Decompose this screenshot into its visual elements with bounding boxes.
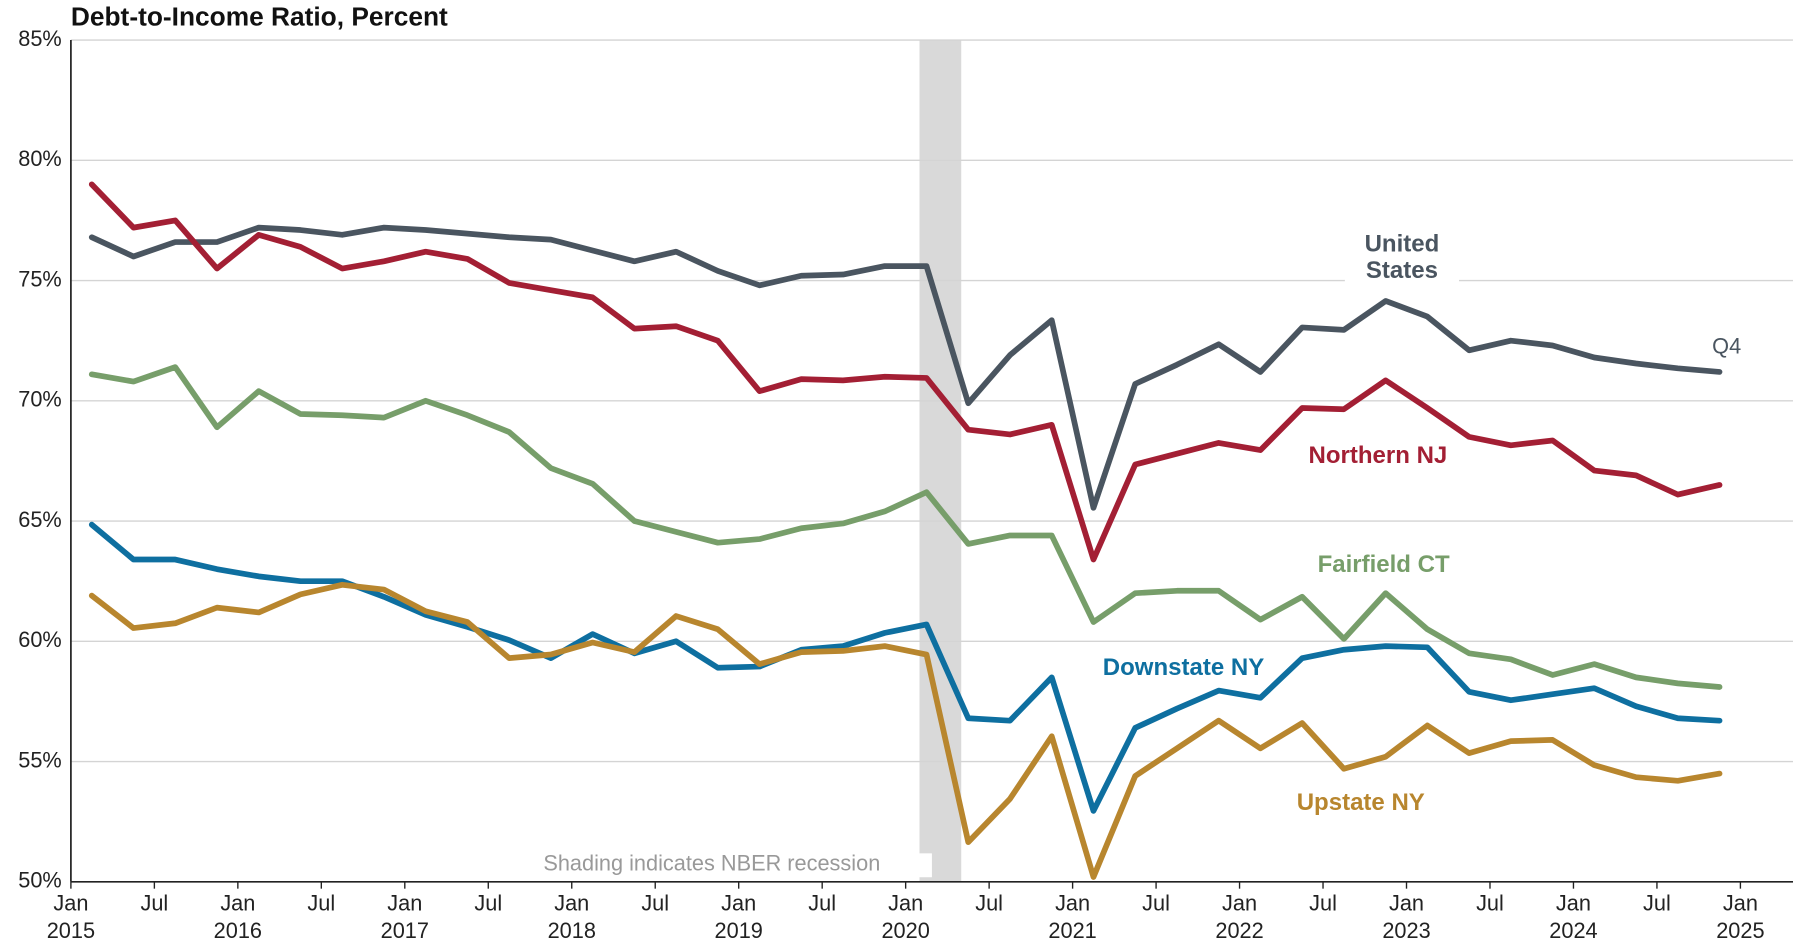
series-label: United States [1344, 231, 1460, 284]
y-tick-label: 70% [18, 387, 61, 412]
y-tick-label: 50% [18, 868, 61, 893]
x-tick-label: Jan 2020 [881, 892, 930, 944]
annotation: Shading indicates NBER recession [491, 853, 932, 878]
x-tick-label: Jul [307, 892, 336, 917]
x-tick-label: Jul [975, 892, 1004, 917]
x-tick-label-box: Jan 2017 [380, 892, 429, 944]
x-tick-label-box: Jul [808, 892, 837, 917]
x-tick-label-box: Jul [975, 892, 1004, 917]
series-line [88, 521, 1723, 814]
x-tick-label-box: Jul [307, 892, 336, 917]
series-label: Downstate NY [1102, 654, 1265, 681]
x-tick-label-box: Jul [140, 892, 169, 917]
x-tick-label: Jan 2025 [1716, 892, 1765, 944]
x-tick-label: Jan 2022 [1215, 892, 1264, 944]
series-label: Upstate NY [1296, 789, 1425, 816]
x-tick-label-box: Jul [641, 892, 670, 917]
x-tick-label-box: Jan 2023 [1382, 892, 1431, 944]
series-label: Fairfield CT [1317, 551, 1450, 578]
x-tick-label: Jan 2021 [1048, 892, 1097, 944]
x-tick-label-box: Jan 2016 [213, 892, 263, 944]
y-tick-label: 60% [18, 627, 61, 652]
x-tick-label-box: Jan 2022 [1215, 892, 1264, 944]
x-tick-label: Jul [808, 892, 837, 917]
x-tick-label-box: Jan 2020 [881, 892, 930, 944]
x-tick-label: Jul [474, 892, 503, 917]
x-tick-label: Jul [140, 892, 169, 917]
x-tick-label: Jan 2019 [714, 892, 763, 944]
x-tick-label-box: Jul [1643, 892, 1671, 917]
x-tick-label: Jan 2016 [213, 892, 263, 944]
series-label: Northern NJ [1308, 442, 1448, 469]
series-line [88, 581, 1723, 880]
x-tick-label-box: Jan 2018 [547, 892, 596, 944]
x-tick-label: Jul [1142, 892, 1170, 917]
x-tick-label: Jan 2023 [1382, 892, 1431, 944]
y-tick-label: 85% [18, 26, 61, 51]
x-tick-label: Jul [641, 892, 670, 917]
x-tick-label-box: Jul [474, 892, 503, 917]
x-tick-label: Jul [1309, 892, 1337, 917]
x-tick-label-box: Jan 2024 [1549, 892, 1598, 944]
x-tick-label-box: Jul [1476, 892, 1504, 917]
chart-title: Debt-to-Income Ratio, Percent [71, 1, 448, 31]
annotation: Q4 [1712, 336, 1742, 360]
x-tick-label: Jan 2018 [547, 892, 596, 944]
x-tick-label: Jul [1643, 892, 1671, 917]
series-label-box: Fairfield CT [1317, 551, 1450, 578]
y-tick-label: 80% [18, 146, 61, 171]
series-label-box: United States [1344, 231, 1460, 284]
series-line [88, 181, 1723, 563]
series-label-box: Downstate NY [1102, 654, 1265, 681]
x-tick-label-box: Jan 2025 [1716, 892, 1765, 944]
y-tick-label: 75% [18, 266, 61, 291]
x-tick-label-box: Jan 2021 [1048, 892, 1097, 944]
x-tick-label-box: Jan 2019 [714, 892, 763, 944]
x-tick-label-box: Jul [1142, 892, 1170, 917]
annotation-box: Shading indicates NBER recession [491, 853, 932, 878]
series-label-box: Northern NJ [1308, 442, 1448, 469]
series-line [88, 364, 1723, 690]
series-label-box: Upstate NY [1296, 789, 1425, 816]
y-tick-label: 65% [18, 507, 61, 532]
x-tick-label-box: Jan 2015 [46, 892, 96, 944]
annotation-box: Q4 [1712, 336, 1742, 360]
y-tick-label: 55% [18, 747, 61, 772]
series-line [88, 224, 1723, 511]
x-tick-label: Jul [1476, 892, 1504, 917]
x-tick-label: Jan 2024 [1549, 892, 1598, 944]
x-tick-label-box: Jul [1309, 892, 1337, 917]
x-tick-label: Jan 2017 [380, 892, 429, 944]
x-tick-label: Jan 2015 [46, 892, 96, 944]
recession-shading [919, 40, 962, 882]
